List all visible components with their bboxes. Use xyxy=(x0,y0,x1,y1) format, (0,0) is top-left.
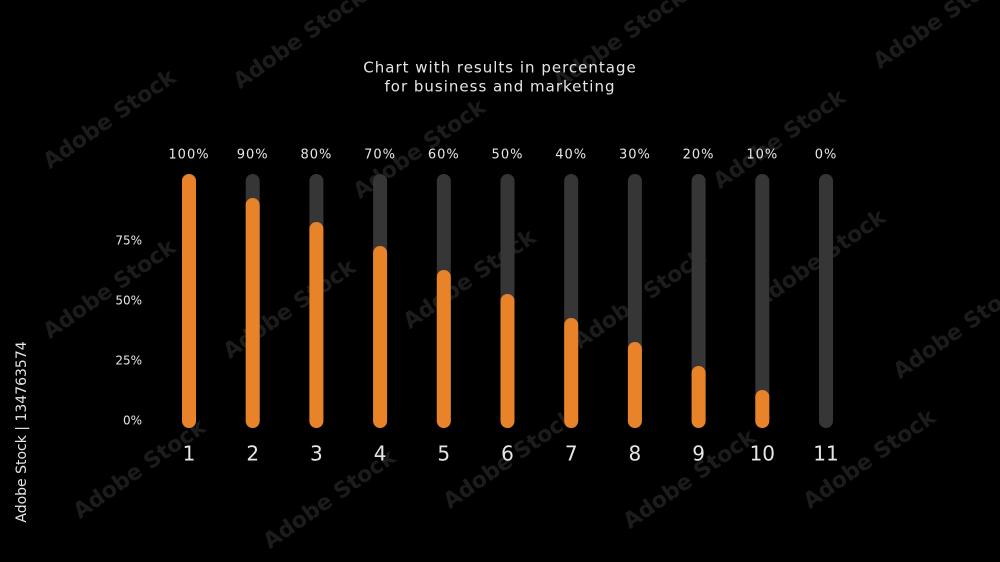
x-tick-label: 6 xyxy=(501,442,514,466)
value-label: 70% xyxy=(364,148,396,163)
watermark: Adobe Stock xyxy=(69,414,212,524)
x-tick-label: 3 xyxy=(310,442,323,466)
side-text: Adobe Stock | 134763574 xyxy=(14,341,30,522)
x-tick-label: 10 xyxy=(750,442,775,466)
chart-subtitle: for business and marketing xyxy=(385,78,616,96)
bar xyxy=(373,246,388,428)
value-label: 100% xyxy=(168,148,209,163)
value-label: 20% xyxy=(683,148,715,163)
y-tick-label: 25% xyxy=(115,354,142,368)
watermark: Adobe Stock xyxy=(889,274,1000,384)
bar xyxy=(500,294,515,428)
watermark: Adobe Stock xyxy=(229,0,372,94)
bar-track xyxy=(819,174,833,428)
watermark: Adobe Stock xyxy=(219,254,362,364)
bar xyxy=(436,270,451,428)
watermark: Adobe Stock xyxy=(39,64,182,174)
bar xyxy=(309,222,324,428)
bar-track xyxy=(755,174,770,428)
y-tick-label: 0% xyxy=(123,414,142,428)
value-label: 30% xyxy=(619,148,651,163)
x-tick-label: 11 xyxy=(813,442,838,466)
x-tick-label: 4 xyxy=(374,442,387,466)
x-tick-label: 1 xyxy=(183,442,196,466)
bar xyxy=(245,198,260,428)
bar xyxy=(691,366,706,428)
y-tick-label: 50% xyxy=(115,294,142,308)
bar xyxy=(182,174,196,428)
bar xyxy=(627,342,642,428)
watermark: Adobe Stock xyxy=(399,224,542,334)
watermark: Adobe Stock xyxy=(869,0,1000,74)
value-label: 40% xyxy=(555,148,587,163)
x-tick-label: 5 xyxy=(437,442,450,466)
x-tick-label: 9 xyxy=(692,442,705,466)
value-label: 90% xyxy=(237,148,269,163)
value-label: 50% xyxy=(492,148,524,163)
x-tick-label: 7 xyxy=(565,442,578,466)
x-tick-label: 8 xyxy=(629,442,642,466)
value-label: 10% xyxy=(746,148,778,163)
value-label: 60% xyxy=(428,148,460,163)
value-label: 0% xyxy=(815,148,838,163)
watermark: Adobe Stock xyxy=(39,234,182,344)
chart-title: Chart with results in percentage xyxy=(363,59,636,77)
y-tick-label: 75% xyxy=(115,234,142,248)
bar xyxy=(564,318,579,428)
bar-track xyxy=(691,174,706,428)
x-tick-label: 2 xyxy=(246,442,259,466)
value-label: 80% xyxy=(300,148,332,163)
bar xyxy=(755,390,770,428)
